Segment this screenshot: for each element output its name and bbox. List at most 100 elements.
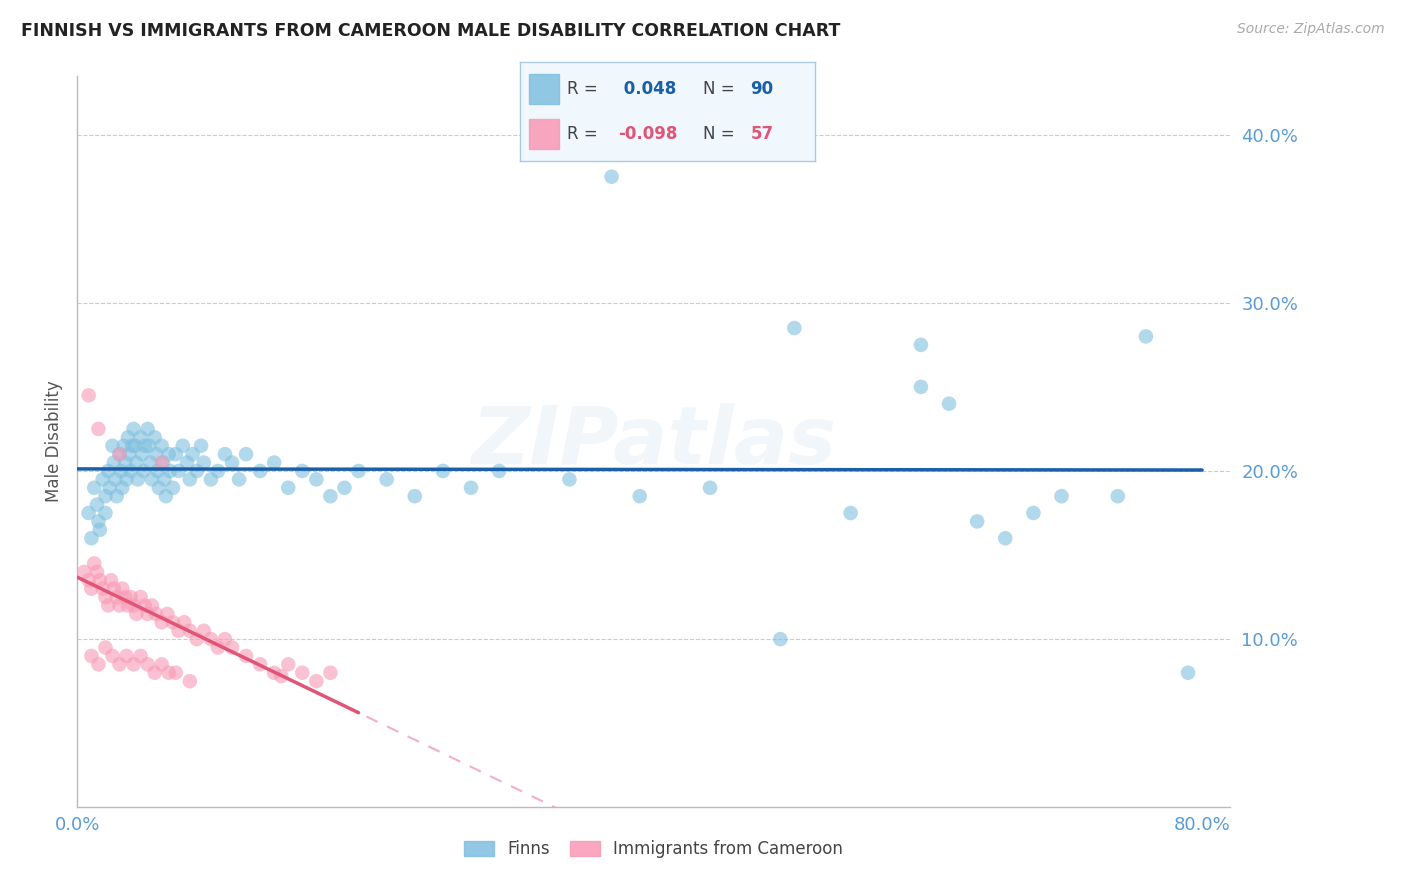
Point (103, 582, 125, 596)
Point (148, 481, 170, 495)
Point (157, 665, 180, 680)
Point (145, 607, 167, 621)
Point (89, 523, 111, 537)
Point (139, 456, 162, 470)
Point (94, 489, 117, 503)
Bar (529, 120, 558, 149)
Point (73, 565, 96, 579)
Point (179, 472, 201, 486)
Point (1135, 329, 1157, 343)
Point (122, 599, 145, 613)
Point (91, 472, 114, 486)
Point (228, 472, 250, 486)
Point (153, 472, 176, 486)
Point (162, 615, 184, 630)
Point (249, 464, 271, 478)
Point (117, 430, 139, 444)
Point (600, 169, 623, 184)
Point (141, 599, 163, 613)
Point (87, 515, 110, 529)
Point (150, 456, 173, 470)
Point (193, 456, 215, 470)
Point (207, 464, 229, 478)
Point (89, 574, 111, 588)
Point (994, 531, 1017, 545)
Point (136, 657, 159, 672)
Point (319, 489, 342, 503)
Point (375, 472, 398, 486)
Point (122, 422, 145, 436)
Point (80, 531, 103, 545)
Point (270, 669, 292, 683)
Point (117, 599, 139, 613)
Text: Source: ZipAtlas.com: Source: ZipAtlas.com (1237, 22, 1385, 37)
Point (167, 464, 190, 478)
Point (134, 599, 156, 613)
Point (221, 456, 243, 470)
Point (1107, 489, 1129, 503)
Point (132, 464, 155, 478)
Point (488, 464, 510, 478)
Point (141, 472, 163, 486)
Point (91, 582, 114, 596)
Text: 90: 90 (751, 80, 773, 98)
Point (114, 456, 136, 470)
Point (83, 557, 105, 571)
Point (83, 481, 105, 495)
Point (143, 430, 166, 444)
Point (150, 615, 173, 630)
Point (319, 665, 342, 680)
Point (165, 447, 187, 461)
Point (77, 506, 100, 520)
Point (129, 590, 152, 604)
Point (155, 489, 177, 503)
Point (181, 447, 204, 461)
Point (98, 481, 121, 495)
Point (125, 607, 148, 621)
Point (249, 657, 271, 672)
Text: -0.098: -0.098 (617, 125, 678, 143)
Point (108, 657, 131, 672)
Legend: Finns, Immigrants from Cameroon: Finns, Immigrants from Cameroon (457, 833, 851, 864)
Point (628, 489, 651, 503)
Point (77, 574, 100, 588)
Point (200, 472, 222, 486)
Point (150, 439, 173, 453)
Point (94, 506, 117, 520)
Point (131, 447, 153, 461)
Point (305, 674, 328, 689)
Point (100, 574, 122, 588)
Text: 0.048: 0.048 (617, 80, 676, 98)
Point (179, 674, 201, 689)
Point (172, 439, 194, 453)
Point (966, 515, 988, 529)
Point (167, 624, 190, 638)
Text: R =: R = (568, 125, 598, 143)
Point (97, 599, 120, 613)
Point (115, 472, 138, 486)
Point (1050, 489, 1073, 503)
Text: R =: R = (568, 80, 598, 98)
Point (179, 624, 201, 638)
Point (121, 439, 143, 453)
Point (277, 657, 299, 672)
Point (207, 640, 229, 655)
Point (190, 439, 212, 453)
Point (77, 388, 100, 402)
Text: N =: N = (703, 80, 735, 98)
Text: N =: N = (703, 125, 735, 143)
Point (783, 321, 806, 335)
Point (214, 632, 236, 646)
Point (105, 489, 128, 503)
Point (333, 481, 356, 495)
Point (347, 464, 370, 478)
Point (460, 481, 482, 495)
Point (134, 439, 156, 453)
Point (558, 472, 581, 486)
Point (221, 640, 243, 655)
Point (193, 624, 215, 638)
Point (157, 447, 180, 461)
Point (127, 472, 149, 486)
Point (108, 599, 131, 613)
Point (108, 447, 131, 461)
